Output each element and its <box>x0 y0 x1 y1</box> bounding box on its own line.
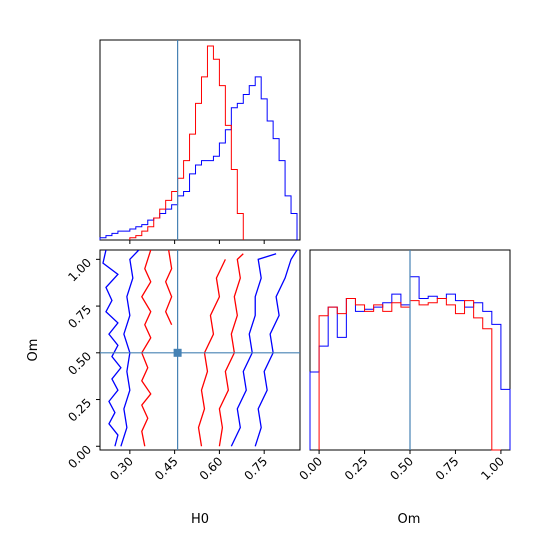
om-histogram <box>309 250 511 451</box>
y-axis-label-om: Om <box>26 339 41 362</box>
x-axis-label-h0: H0 <box>191 512 209 527</box>
joint-contours <box>100 250 300 450</box>
h0-hist-series-1 <box>129 45 244 240</box>
om-xtick-label-1: 0.25 <box>342 454 371 483</box>
contour-series-0-3 <box>230 253 277 447</box>
om-ytick-label-1: 0.25 <box>65 396 94 425</box>
om-xtick-label-2: 0.50 <box>387 454 416 483</box>
contour-series-1-0 <box>141 250 152 447</box>
h0-xtick-label-0: 0.30 <box>107 454 136 483</box>
contour-series-0-1 <box>102 250 122 447</box>
h0-xtick-label-2: 0.60 <box>197 454 226 483</box>
contour-series-0-2 <box>254 250 298 447</box>
om-xtick-label-4: 1.00 <box>478 454 507 483</box>
om-ytick-label-0: 0.00 <box>65 442 94 471</box>
joint-panel-frame <box>99 249 301 451</box>
joint-inner <box>100 250 300 450</box>
om-xtick-label-3: 0.75 <box>433 454 462 483</box>
contour-series-0-0 <box>120 250 140 447</box>
x-axis-label-om: Om <box>398 512 421 527</box>
h0-hist-series-0 <box>99 76 298 240</box>
om-ytick-label-4: 1.00 <box>65 256 94 285</box>
om-ytick-label-2: 0.50 <box>65 349 94 378</box>
h0-marginal-frame <box>99 39 301 241</box>
h0-xtick-label-1: 0.45 <box>152 454 181 483</box>
truth-marker <box>173 348 182 357</box>
om-xtick-label-0: 0.00 <box>296 454 325 483</box>
h0-xtick-label-3: 0.75 <box>242 454 271 483</box>
contour-series-1-3 <box>164 250 173 326</box>
om-ytick-label-3: 0.75 <box>65 302 94 331</box>
contour-series-1-2 <box>218 253 244 447</box>
h0-histogram <box>99 40 298 240</box>
